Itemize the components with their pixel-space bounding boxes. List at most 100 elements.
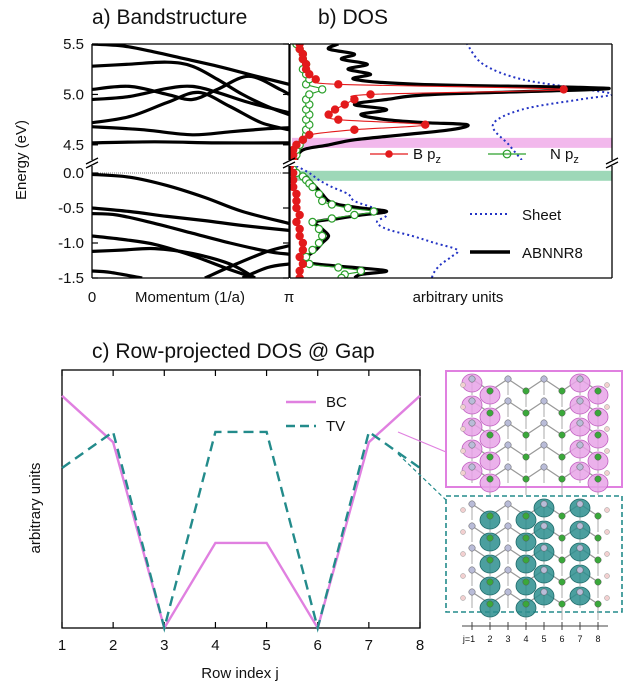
panel-b-legend: B pz N pz Sheet ABNNR8	[370, 146, 583, 262]
highlight-band-0	[292, 137, 612, 148]
panel-b-lower-plot	[289, 166, 613, 279]
panel-b-xlabel: arbitrary units	[413, 289, 504, 306]
panel-c-title: c) Row-projected DOS @ Gap	[92, 340, 375, 363]
bpz-dos-upper-point-14	[559, 85, 568, 94]
legend-npz-label: N p	[550, 146, 573, 163]
ytick-lower-1: -0.5	[58, 200, 84, 217]
npz-dos-lower-point-6	[308, 182, 317, 192]
series-tv	[61, 429, 421, 633]
bpz-dos-lower-point-0	[290, 166, 295, 171]
legend-sheet-label: Sheet	[522, 207, 562, 224]
bpz-dos-upper-point-15	[334, 80, 343, 89]
bpz-dos-lower-point-8	[292, 217, 301, 227]
npz-dos-upper-point-14	[318, 85, 327, 94]
ytick-upper-2: 4.5	[63, 137, 84, 154]
bpz-dos-lower-point-6	[292, 203, 301, 213]
series-bc	[61, 394, 421, 632]
bpz-dos-lower-point-7	[295, 210, 304, 220]
axis-break-mark	[85, 157, 99, 165]
band-lower-0	[92, 172, 289, 225]
panel-c-plot: 1 2 3 4 5 6 7 8 BC TV	[58, 369, 447, 654]
axis-break-mark	[85, 161, 99, 169]
axis-break-mark	[605, 161, 619, 169]
bpz-dos-lower-point-10	[295, 231, 304, 241]
band-lower-6	[241, 262, 289, 278]
band-upper-5	[92, 125, 289, 137]
ytick-upper-0: 5.5	[63, 36, 84, 53]
npz-dos-lower-point-16	[318, 231, 327, 241]
axis-break-mark	[282, 161, 296, 169]
npz-dos-lower-point-21	[334, 263, 343, 272]
bpz-dos-lower-point-15	[295, 266, 304, 276]
npz-dos-lower-point-22	[356, 266, 366, 276]
npz-dos-lower-point-15	[314, 224, 324, 234]
band-upper-0	[92, 44, 289, 86]
bpz-dos-lower-point-9	[295, 224, 304, 234]
axis-break-mark	[282, 157, 296, 165]
npz-dos-lower-point-14	[308, 217, 317, 227]
legend-sheet: Sheet	[470, 207, 562, 224]
legend-bc-label: BC	[326, 394, 347, 411]
bpz-dos-lower-point-12	[298, 245, 308, 255]
sheet-dos-lower	[295, 166, 460, 278]
lattice-inset: j=1 2 3 4 5 6 7 8	[445, 370, 623, 644]
bpz-dos-upper-point-10	[330, 105, 340, 114]
bpz-dos-upper-point-4	[298, 135, 308, 145]
npz-dos-lower-point-8	[318, 196, 327, 206]
ytick-upper-1: 5.0	[63, 86, 84, 103]
row-label-6: 6	[559, 634, 564, 644]
inset-tv-lattice	[460, 498, 610, 620]
npz-dos-lower-point-18	[308, 245, 317, 255]
bpz-dos-lower-point-2	[290, 175, 298, 185]
bpz-dos-upper-point-5	[305, 130, 314, 139]
panel-a-lower-frame	[91, 166, 290, 279]
bpz-dos-upper-point-9	[324, 110, 333, 119]
panel-c-xtick-7: 8	[416, 637, 424, 654]
npz-dos-lower-point-13	[327, 214, 337, 223]
row-label-5: 5	[541, 634, 546, 644]
panel-c-ylabel: arbitrary units	[27, 463, 44, 554]
legend-abnnr8: ABNNR8	[470, 245, 583, 262]
npz-dos-lower-point-10	[343, 203, 353, 213]
band-lower-7	[92, 269, 143, 278]
panel-a-xlabel: Momentum (1/a)	[135, 289, 245, 306]
inset-bc-lattice	[460, 373, 610, 495]
panel-c-xtick-2: 3	[160, 637, 168, 654]
band-lower-1	[92, 206, 289, 232]
panel-c-frame	[61, 369, 421, 629]
ytick-lower-3: -1.5	[58, 270, 84, 287]
panel-a-upper-frame	[91, 43, 290, 160]
bpz-dos-lower-point-13	[295, 252, 304, 262]
legend-npz-sub: z	[573, 154, 579, 166]
panel-c-xtick-3: 4	[211, 637, 219, 654]
connector-tv	[397, 453, 447, 501]
legend-bpz-label: B p	[413, 146, 436, 163]
bpz-dos-lower-point-5	[292, 196, 301, 206]
bpz-dos-lower-point-11	[298, 238, 308, 248]
bpz-dos-upper-point-16	[311, 75, 320, 84]
row-label-7: 7	[577, 634, 582, 644]
svg-text:B pz: B pz	[413, 146, 441, 166]
bpz-dos-upper-point-7	[421, 120, 430, 129]
band-upper-2	[92, 74, 289, 102]
abnnr8-dos-upper	[294, 44, 611, 160]
bpz-dos-upper-point-12	[350, 95, 359, 104]
bpz-dos-upper-point-8	[334, 115, 343, 124]
connector-bc	[397, 431, 447, 453]
legend-bpz-sub: z	[436, 154, 442, 166]
panel-a-ylabel: Energy (eV)	[13, 120, 30, 200]
row-label-1: j=1	[462, 634, 475, 644]
bpz-dos-lower-point-1	[290, 168, 298, 178]
band-lower-5	[204, 244, 289, 278]
row-label-3: 3	[505, 634, 510, 644]
panel-c-xtick-4: 5	[262, 637, 270, 654]
panel-a-title: a) Bandstructure	[92, 6, 247, 29]
bpz-dos-lower-point-4	[292, 189, 301, 199]
legend-tv-label: TV	[326, 418, 345, 435]
panel-b-lower-frame	[289, 166, 613, 279]
bpz-dos-lower-point-14	[298, 259, 308, 269]
bpz-dos-upper-point-3	[292, 140, 301, 150]
panel-c-xtick-6: 7	[365, 637, 373, 654]
row-label-2: 2	[487, 634, 492, 644]
row-label-8: 8	[595, 634, 600, 644]
